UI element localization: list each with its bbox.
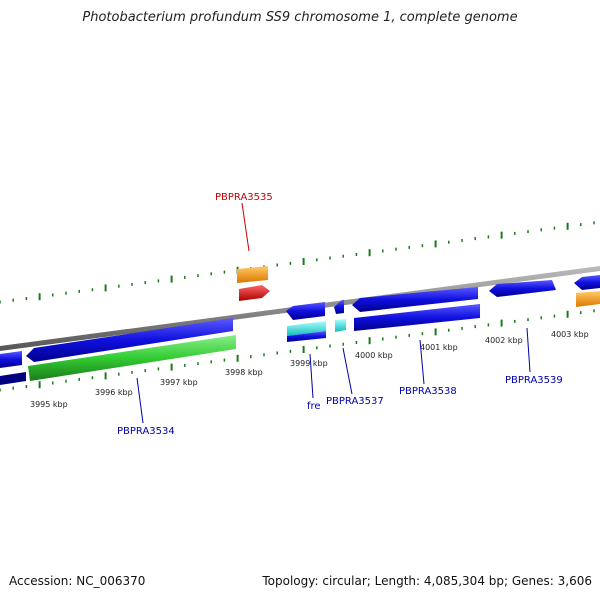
gene-forward-5[interactable]: [574, 275, 600, 290]
gene-label-pbpra3539[interactable]: PBPRA3539: [505, 375, 563, 386]
gene-labels: PBPRA3535 PBPRA3534 fre PBPRA3537 PBPRA3…: [117, 192, 563, 437]
leader-pbpra3538: [419, 339, 425, 385]
gene-label-pbpra3534[interactable]: PBPRA3534: [117, 426, 175, 437]
gene-forward-4[interactable]: [489, 280, 556, 297]
leader-fre: [309, 353, 314, 399]
page-title: Photobacterium profundum SS9 chromosome …: [82, 10, 518, 25]
leader-pbpra3534: [136, 377, 144, 424]
scale-label: 4001 kbp: [420, 343, 458, 352]
gene-fre-blue[interactable]: [287, 331, 326, 342]
lower-tick-track: [0, 309, 595, 392]
leader-pbpra3535: [241, 202, 250, 252]
accession-text: Accession: NC_006370: [9, 574, 146, 588]
gene-forward-2[interactable]: [334, 300, 344, 314]
scale-label: 4000 kbp: [355, 351, 393, 360]
gene-blue-left-edge[interactable]: [0, 351, 22, 368]
gene-label-pbpra3537[interactable]: PBPRA3537: [326, 396, 384, 407]
gene-orange-top[interactable]: [237, 266, 268, 283]
gene-navy-left[interactable]: [0, 372, 26, 385]
scale-label: 3997 kbp: [160, 378, 198, 387]
genome-summary-text: Topology: circular; Length: 4,085,304 bp…: [262, 574, 592, 588]
leader-pbpra3539: [526, 327, 531, 373]
scale-label: 3999 kbp: [290, 359, 328, 368]
reverse-strand-genes: [0, 291, 600, 385]
gene-orange-right[interactable]: [576, 291, 600, 307]
gene-label-fre[interactable]: fre: [307, 401, 321, 412]
gene-forward-1[interactable]: [286, 302, 325, 320]
scale-label: 3996 kbp: [95, 388, 133, 397]
scale-label: 3995 kbp: [30, 400, 68, 409]
gene-pbpra3538[interactable]: [354, 304, 480, 331]
gene-cyan-2[interactable]: [335, 319, 346, 332]
gene-pbpra3534-blue[interactable]: [26, 318, 233, 362]
upper-tick-track: [0, 221, 595, 304]
scale-label: 3998 kbp: [225, 368, 263, 377]
scale-label: 4002 kbp: [485, 336, 523, 345]
gene-label-pbpra3535[interactable]: PBPRA3535: [215, 192, 273, 203]
leader-pbpra3537: [342, 347, 353, 395]
gene-label-leaders: [136, 202, 531, 424]
gene-red[interactable]: [239, 285, 270, 301]
scale-label: 4003 kbp: [551, 330, 589, 339]
gene-pbpra3534-green[interactable]: [28, 335, 236, 381]
forward-strand-genes: [237, 266, 600, 320]
scale-labels: 3995 kbp 3996 kbp 3997 kbp 3998 kbp 3999…: [30, 330, 589, 409]
gene-forward-3[interactable]: [352, 287, 478, 312]
gene-label-pbpra3538[interactable]: PBPRA3538: [399, 386, 457, 397]
